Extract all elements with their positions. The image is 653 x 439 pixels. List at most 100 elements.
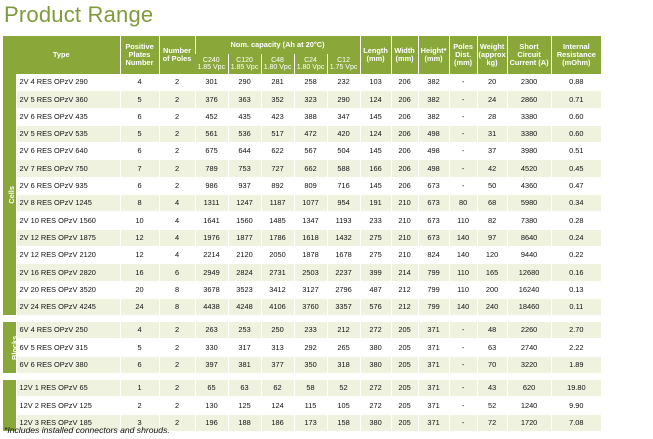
table-cell: 0.22 bbox=[550, 246, 602, 265]
table-cell: 145 bbox=[359, 108, 392, 126]
table-cell: 799 bbox=[417, 298, 450, 317]
table-cell: 6 bbox=[119, 356, 160, 375]
table-cell: 662 bbox=[293, 159, 328, 178]
table-row: 6V 6 RES OPzV 380 6 2 397 381 377 350 318 380 205… bbox=[3, 356, 651, 375]
table-cell: 50 bbox=[476, 177, 508, 196]
header-weight: Weight (approx kg) bbox=[476, 36, 508, 74]
table-cell: 0.45 bbox=[550, 159, 602, 178]
type-cell: 2V 10 RES OPzV 1560 bbox=[15, 211, 121, 230]
header-height: Height* (mm) bbox=[417, 36, 450, 74]
table-cell: 371 bbox=[417, 322, 450, 340]
table-cell: 3380 bbox=[506, 125, 552, 144]
table-cell: 0.28 bbox=[550, 211, 602, 230]
type-cell: 12V 3 RES OPzV 185 bbox=[15, 414, 121, 432]
table-cell: - bbox=[448, 414, 478, 432]
table-cell: 8640 bbox=[506, 229, 552, 247]
table-cell: 397 bbox=[194, 356, 229, 375]
table-cell: 1720 bbox=[506, 414, 552, 432]
table-cell: 2 bbox=[158, 322, 196, 340]
table-row: 2V 7 RES OPzV 750 7 2 789 753 727 662 588 166 206… bbox=[3, 159, 651, 178]
table-cell: 1240 bbox=[506, 396, 552, 415]
table-cell: 435 bbox=[227, 108, 262, 126]
table-cell: 290 bbox=[326, 90, 361, 109]
table-cell: 2 bbox=[158, 142, 196, 161]
table-row: 2V 20 RES OPzV 3520 20 8 3678 3523 3412 3127 27… bbox=[3, 281, 651, 299]
table-row: 2V 6 RES OPzV 435 6 2 452 435 423 388 347 145 206… bbox=[3, 108, 651, 126]
table-cell: 2.70 bbox=[550, 322, 602, 340]
table-cell: - bbox=[448, 322, 478, 340]
table-cell: 3357 bbox=[326, 298, 361, 317]
table-cell: - bbox=[448, 177, 478, 196]
table-cell: 214 bbox=[390, 263, 419, 282]
table-cell: 318 bbox=[326, 356, 361, 375]
header-capacity-c12: C12 1.75 Vpc bbox=[326, 54, 361, 74]
table-cell: 191 bbox=[359, 194, 392, 213]
table-cell: 301 bbox=[194, 74, 229, 92]
table-cell: 210 bbox=[390, 211, 419, 230]
table-cell: 158 bbox=[326, 414, 361, 432]
table-cell: 399 bbox=[359, 263, 392, 282]
table-row: 2V 12 RES OPzV 1875 12 4 1976 1877 1786 1618 14… bbox=[3, 229, 651, 247]
table-cell: 145 bbox=[359, 177, 392, 196]
table-cell: 1347 bbox=[293, 211, 328, 230]
table-cell: 2 bbox=[158, 396, 196, 415]
table-cell: 1786 bbox=[260, 229, 295, 247]
table-cell: 4520 bbox=[506, 159, 552, 178]
table-cell: 753 bbox=[227, 159, 262, 178]
table-cell: 382 bbox=[417, 90, 450, 109]
table-cell: 4248 bbox=[227, 298, 262, 317]
capacity-rate-label: C24 bbox=[304, 56, 317, 64]
table-cell: 2731 bbox=[260, 263, 295, 282]
table-cell: 212 bbox=[390, 281, 419, 299]
table-cell: 1187 bbox=[260, 194, 295, 213]
type-cell: 2V 6 RES OPzV 435 bbox=[15, 108, 121, 126]
type-cell: 12V 1 RES OPzV 65 bbox=[15, 380, 121, 398]
header-internal-resistance: Internal Resistance (mOhm) bbox=[550, 36, 602, 74]
table-cell: 347 bbox=[326, 108, 361, 126]
table-cell: 4360 bbox=[506, 177, 552, 196]
table-cell: 7 bbox=[119, 159, 160, 178]
table-cell: 12 bbox=[119, 229, 160, 247]
table-row: 2V 5 RES OPzV 360 5 2 376 363 352 323 290 124 206… bbox=[3, 90, 651, 109]
table-cell: 0.47 bbox=[550, 177, 602, 196]
table-cell: 9440 bbox=[506, 246, 552, 265]
table-cell: 3412 bbox=[260, 281, 295, 299]
table-cell: 6 bbox=[158, 263, 196, 282]
table-cell: 145 bbox=[359, 142, 392, 161]
table-row: 2V 5 RES OPzV 535 5 2 561 536 517 472 420 124 206… bbox=[3, 125, 651, 144]
table-cell: 727 bbox=[260, 159, 295, 178]
table-cell: 290 bbox=[227, 74, 262, 92]
table-row: 2V 8 RES OPzV 1245 8 4 1311 1247 1187 1077 954 1… bbox=[3, 194, 651, 213]
table-cell: 110 bbox=[448, 211, 478, 230]
table-cell: 105 bbox=[326, 396, 361, 415]
table-cell: 80 bbox=[448, 194, 478, 213]
header-nom-capacity: Nom. capacity (Ah at 20°C) bbox=[194, 36, 361, 55]
table-cell: 140 bbox=[448, 229, 478, 247]
type-cell: 12V 2 RES OPzV 125 bbox=[15, 396, 121, 415]
table-cell: 1877 bbox=[227, 229, 262, 247]
table-cell: 4 bbox=[158, 246, 196, 265]
table-cell: 1560 bbox=[227, 211, 262, 230]
table-cell: 210 bbox=[390, 194, 419, 213]
table-cell: 388 bbox=[293, 108, 328, 126]
table-cell: 317 bbox=[227, 338, 262, 357]
group-label-text: Cells bbox=[6, 185, 16, 204]
table-cell: 253 bbox=[227, 322, 262, 340]
type-cell: 2V 5 RES OPzV 360 bbox=[15, 90, 121, 109]
table-cell: 9.90 bbox=[550, 396, 602, 415]
table-cell: 31 bbox=[476, 125, 508, 144]
table-cell: 124 bbox=[359, 90, 392, 109]
table-cell: 206 bbox=[390, 108, 419, 126]
table-cell: 3127 bbox=[293, 281, 328, 299]
table-cell: 8 bbox=[119, 194, 160, 213]
table-cell: 377 bbox=[260, 356, 295, 375]
table-cell: 70 bbox=[476, 356, 508, 375]
table-cell: 205 bbox=[390, 380, 419, 398]
group-gap bbox=[3, 315, 651, 323]
table-cell: 196 bbox=[194, 414, 229, 432]
table-cell: 472 bbox=[293, 125, 328, 144]
table-cell: 205 bbox=[390, 356, 419, 375]
table-cell: 673 bbox=[417, 194, 450, 213]
table-cell: 263 bbox=[194, 322, 229, 340]
table-cell: 986 bbox=[194, 177, 229, 196]
